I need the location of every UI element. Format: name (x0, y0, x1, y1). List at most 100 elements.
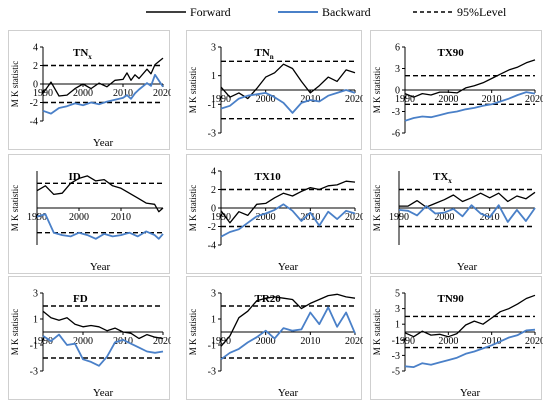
y-axis-label: M K statistic (372, 309, 382, 356)
y-axis-label: M K statistic (188, 67, 198, 114)
y-tick-label: 3 (33, 289, 38, 300)
chart-panel-tnn: -3 -1 1 3 1990 2000 2010 2020 TNn M K statistic (186, 30, 363, 150)
legend-swatches (146, 11, 453, 13)
chart-panel-tx10: -4 -2 0 2 4 1990 2000 2010 2020 TX10 M K statistic… (186, 154, 363, 274)
y-tick-label: 2 (211, 185, 216, 196)
x-tick-label: 2010 (300, 212, 320, 223)
series-backward-line (398, 204, 536, 223)
x-tick-label: 2000 (73, 336, 93, 347)
y-tick-label: 3 (395, 304, 400, 315)
chart-title-tx10: TX10 (255, 171, 282, 183)
chart-title-tnx: TNx (73, 47, 92, 61)
series-backward-line (220, 306, 356, 361)
y-tick-label: -3 (208, 129, 216, 140)
x-tick-label: 2010 (482, 336, 502, 347)
chart-tx10: -4 -2 0 2 4 1990 2000 2010 2020 TX10 M K statistic… (188, 167, 363, 274)
x-tick-label: 2000 (69, 212, 89, 223)
x-tick-label: 2000 (434, 212, 454, 223)
series-forward-line (42, 310, 164, 340)
y-tick-label: 3 (211, 289, 216, 300)
chart-fd: -3 -1 1 3 1990 2000 2010 2020 FD M K statistic Yea… (10, 289, 171, 400)
chart-title-subscript: x (448, 177, 452, 185)
x-tick-label: 1990 (211, 94, 231, 105)
x-tick-label: 1990 (211, 336, 231, 347)
series-forward-line (404, 294, 536, 338)
x-tick-label: 2020 (345, 212, 363, 223)
y-tick-label: -1 (392, 335, 400, 346)
y-tick-label: -2 (208, 222, 216, 233)
x-axis-label: Year (93, 387, 114, 399)
series-backward-line (404, 328, 536, 368)
chart-panel-tr20: -3 -1 1 3 1990 2000 2010 2020 TR20 M K statistic Y… (186, 276, 363, 400)
y-tick-label: 1 (33, 315, 38, 326)
y-axis-label: M K statistic (10, 309, 20, 356)
chart-panel-txx: 1990 2000 2010 TXx M K statistic Year (370, 154, 542, 274)
y-tick-label: 5 (395, 289, 400, 300)
series-backward-line (42, 73, 164, 115)
y-tick-label: -4 (30, 117, 38, 128)
x-axis-label: Year (278, 261, 299, 273)
y-tick-label: 3 (211, 43, 216, 54)
x-axis-label: Year (90, 261, 111, 273)
chart-title-fd: FD (73, 293, 88, 305)
chart-panel-tnx: -4 -2 0 2 4 1990 2000 2010 2020 TNx M K statistic Y… (8, 30, 171, 150)
chart-title-id: ID (69, 171, 81, 183)
legend-forward-label: Forward (190, 5, 231, 19)
x-tick-label: 2020 (345, 336, 363, 347)
x-tick-label: 2020 (525, 336, 543, 347)
y-tick-label: -3 (30, 367, 38, 378)
x-tick-label: 2020 (153, 336, 171, 347)
chart-title-txx: TXx (433, 171, 452, 185)
y-axis-label: M K statistic (10, 61, 20, 108)
chart-panel-tn90: -5 -3 -1 1 3 5 1990 2000 2010 2020 TN90 M K statist… (370, 276, 543, 400)
chart-panel-id: 1990 2000 2010 ID M K statistic Year (8, 154, 170, 274)
y-tick-label: -2 (30, 98, 38, 109)
chart-id: 1990 2000 2010 ID M K statistic Year (10, 171, 164, 273)
x-tick-label: 1990 (33, 88, 53, 99)
y-tick-label: 6 (395, 43, 400, 54)
x-tick-label: 1990 (27, 212, 47, 223)
y-tick-label: 0 (211, 204, 216, 215)
x-axis-label: Year (93, 137, 114, 149)
chart-tn90: -5 -3 -1 1 3 5 1990 2000 2010 2020 TN90 M K statist… (372, 289, 543, 400)
chart-title-subscript: n (270, 53, 274, 61)
y-tick-label: -1 (208, 341, 216, 352)
x-axis-label: Year (457, 261, 478, 273)
series-backward-line (404, 91, 536, 122)
x-tick-label: 2010 (300, 336, 320, 347)
chart-title-subscript: x (88, 53, 92, 61)
chart-title-tnn: TNn (255, 47, 274, 61)
y-tick-label: 1 (211, 315, 216, 326)
x-tick-label: 2000 (256, 94, 276, 105)
x-tick-label: 2020 (525, 94, 543, 105)
legend-level-label: 95%Level (457, 5, 507, 19)
y-tick-label: 1 (395, 320, 400, 331)
y-tick-label: 1 (211, 71, 216, 82)
x-tick-label: 2020 (153, 88, 171, 99)
x-tick-label: 1990 (395, 94, 415, 105)
chart-panel-fd: -3 -1 1 3 1990 2000 2010 2020 FD M K statistic Yea… (8, 276, 171, 400)
y-axis-label: M K statistic (372, 67, 382, 114)
y-tick-label: -3 (392, 351, 400, 362)
series-forward-line (220, 293, 356, 347)
x-tick-label: 2000 (438, 336, 458, 347)
x-tick-label: 2010 (482, 94, 502, 105)
y-axis-label: M K statistic (372, 185, 382, 232)
chart-title-tn90: TN90 (438, 293, 465, 305)
x-tick-label: 2020 (345, 94, 363, 105)
x-tick-label: 2000 (256, 212, 276, 223)
y-tick-label: 3 (395, 64, 400, 75)
chart-title-tr20: TR20 (255, 293, 282, 305)
y-tick-label: -1 (30, 341, 38, 352)
x-tick-label: 1990 (395, 336, 415, 347)
y-tick-label: 4 (33, 43, 38, 54)
series-backward-line (220, 203, 356, 238)
x-tick-label: 1990 (211, 212, 231, 223)
y-axis-label: M K statistic (188, 309, 198, 356)
x-axis-label: Year (460, 387, 481, 399)
y-tick-label: 0 (33, 80, 38, 91)
y-tick-label: -5 (392, 367, 400, 378)
legend-backward-label: Backward (322, 5, 371, 19)
